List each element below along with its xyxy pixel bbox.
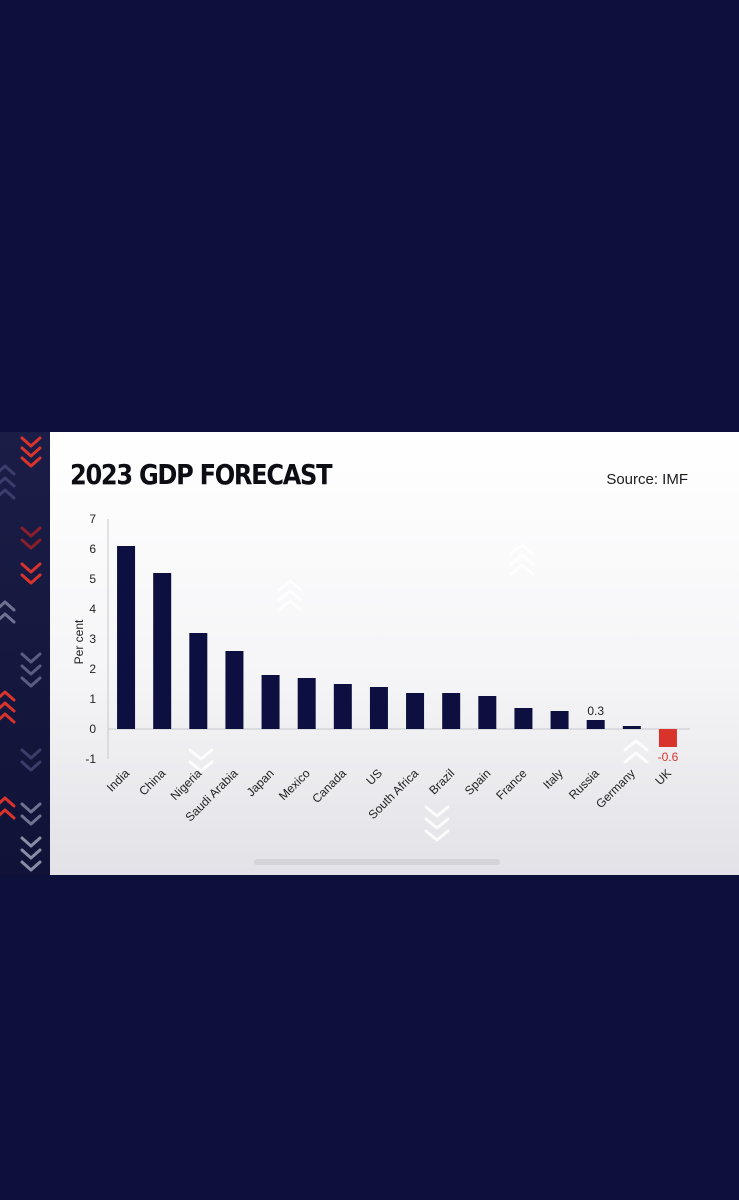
bar-germany (622, 726, 641, 729)
data-label: -0.6 (658, 750, 679, 764)
y-tick-label: 0 (89, 722, 96, 736)
y-tick-label: 7 (89, 512, 96, 526)
x-tick-label: China (136, 766, 168, 798)
bar-south-africa (406, 693, 425, 729)
bar-nigeria (189, 633, 208, 729)
bar-italy (550, 711, 569, 729)
y-tick-label: 2 (89, 662, 96, 676)
y-tick-label: -1 (85, 752, 96, 766)
source-label: Source: IMF (606, 471, 688, 488)
x-tick-label: Brazil (426, 766, 457, 797)
bar-brazil (442, 693, 461, 729)
y-tick-label: 4 (89, 602, 96, 616)
y-tick-label: 5 (89, 572, 96, 586)
background-chevrons-icon (188, 543, 649, 842)
y-tick-label: 6 (89, 542, 96, 556)
bar-spain (478, 696, 497, 729)
bar-uk (658, 729, 677, 747)
y-axis-label: Per cent (72, 619, 86, 664)
x-tick-label: Italy (540, 766, 565, 791)
x-tick-label: US (363, 766, 385, 788)
bar-canada (333, 684, 352, 729)
x-tick-label: Canada (309, 766, 349, 806)
bar-russia (586, 720, 605, 729)
x-tick-label: India (104, 766, 133, 795)
x-tick-label: France (493, 766, 530, 803)
x-tick-label: Germany (593, 766, 638, 811)
data-label: 0.3 (587, 704, 604, 718)
x-tick-label: Spain (462, 766, 494, 798)
x-tick-label: Mexico (276, 766, 313, 803)
chart-card: 2023 GDP FORECAST Source: IMF -1 0 1 2 3 4 5 6 7… (50, 432, 739, 875)
bar-saudi-arabia (225, 651, 244, 729)
y-tick-label: 3 (89, 632, 96, 646)
bar-india (117, 546, 136, 729)
x-tick-label: UK (652, 766, 674, 788)
bar-us (369, 687, 388, 729)
chevron-pattern-icon (0, 436, 42, 872)
horizontal-scrollbar[interactable] (254, 859, 500, 865)
bar-france (514, 708, 533, 729)
decorative-stripe (0, 432, 50, 875)
x-tick-label: Japan (244, 766, 277, 799)
bar-china (153, 573, 172, 729)
chart-title: 2023 GDP FORECAST (70, 458, 333, 491)
bar-japan (261, 675, 280, 729)
bar-mexico (297, 678, 316, 729)
y-tick-label: 1 (89, 692, 96, 706)
